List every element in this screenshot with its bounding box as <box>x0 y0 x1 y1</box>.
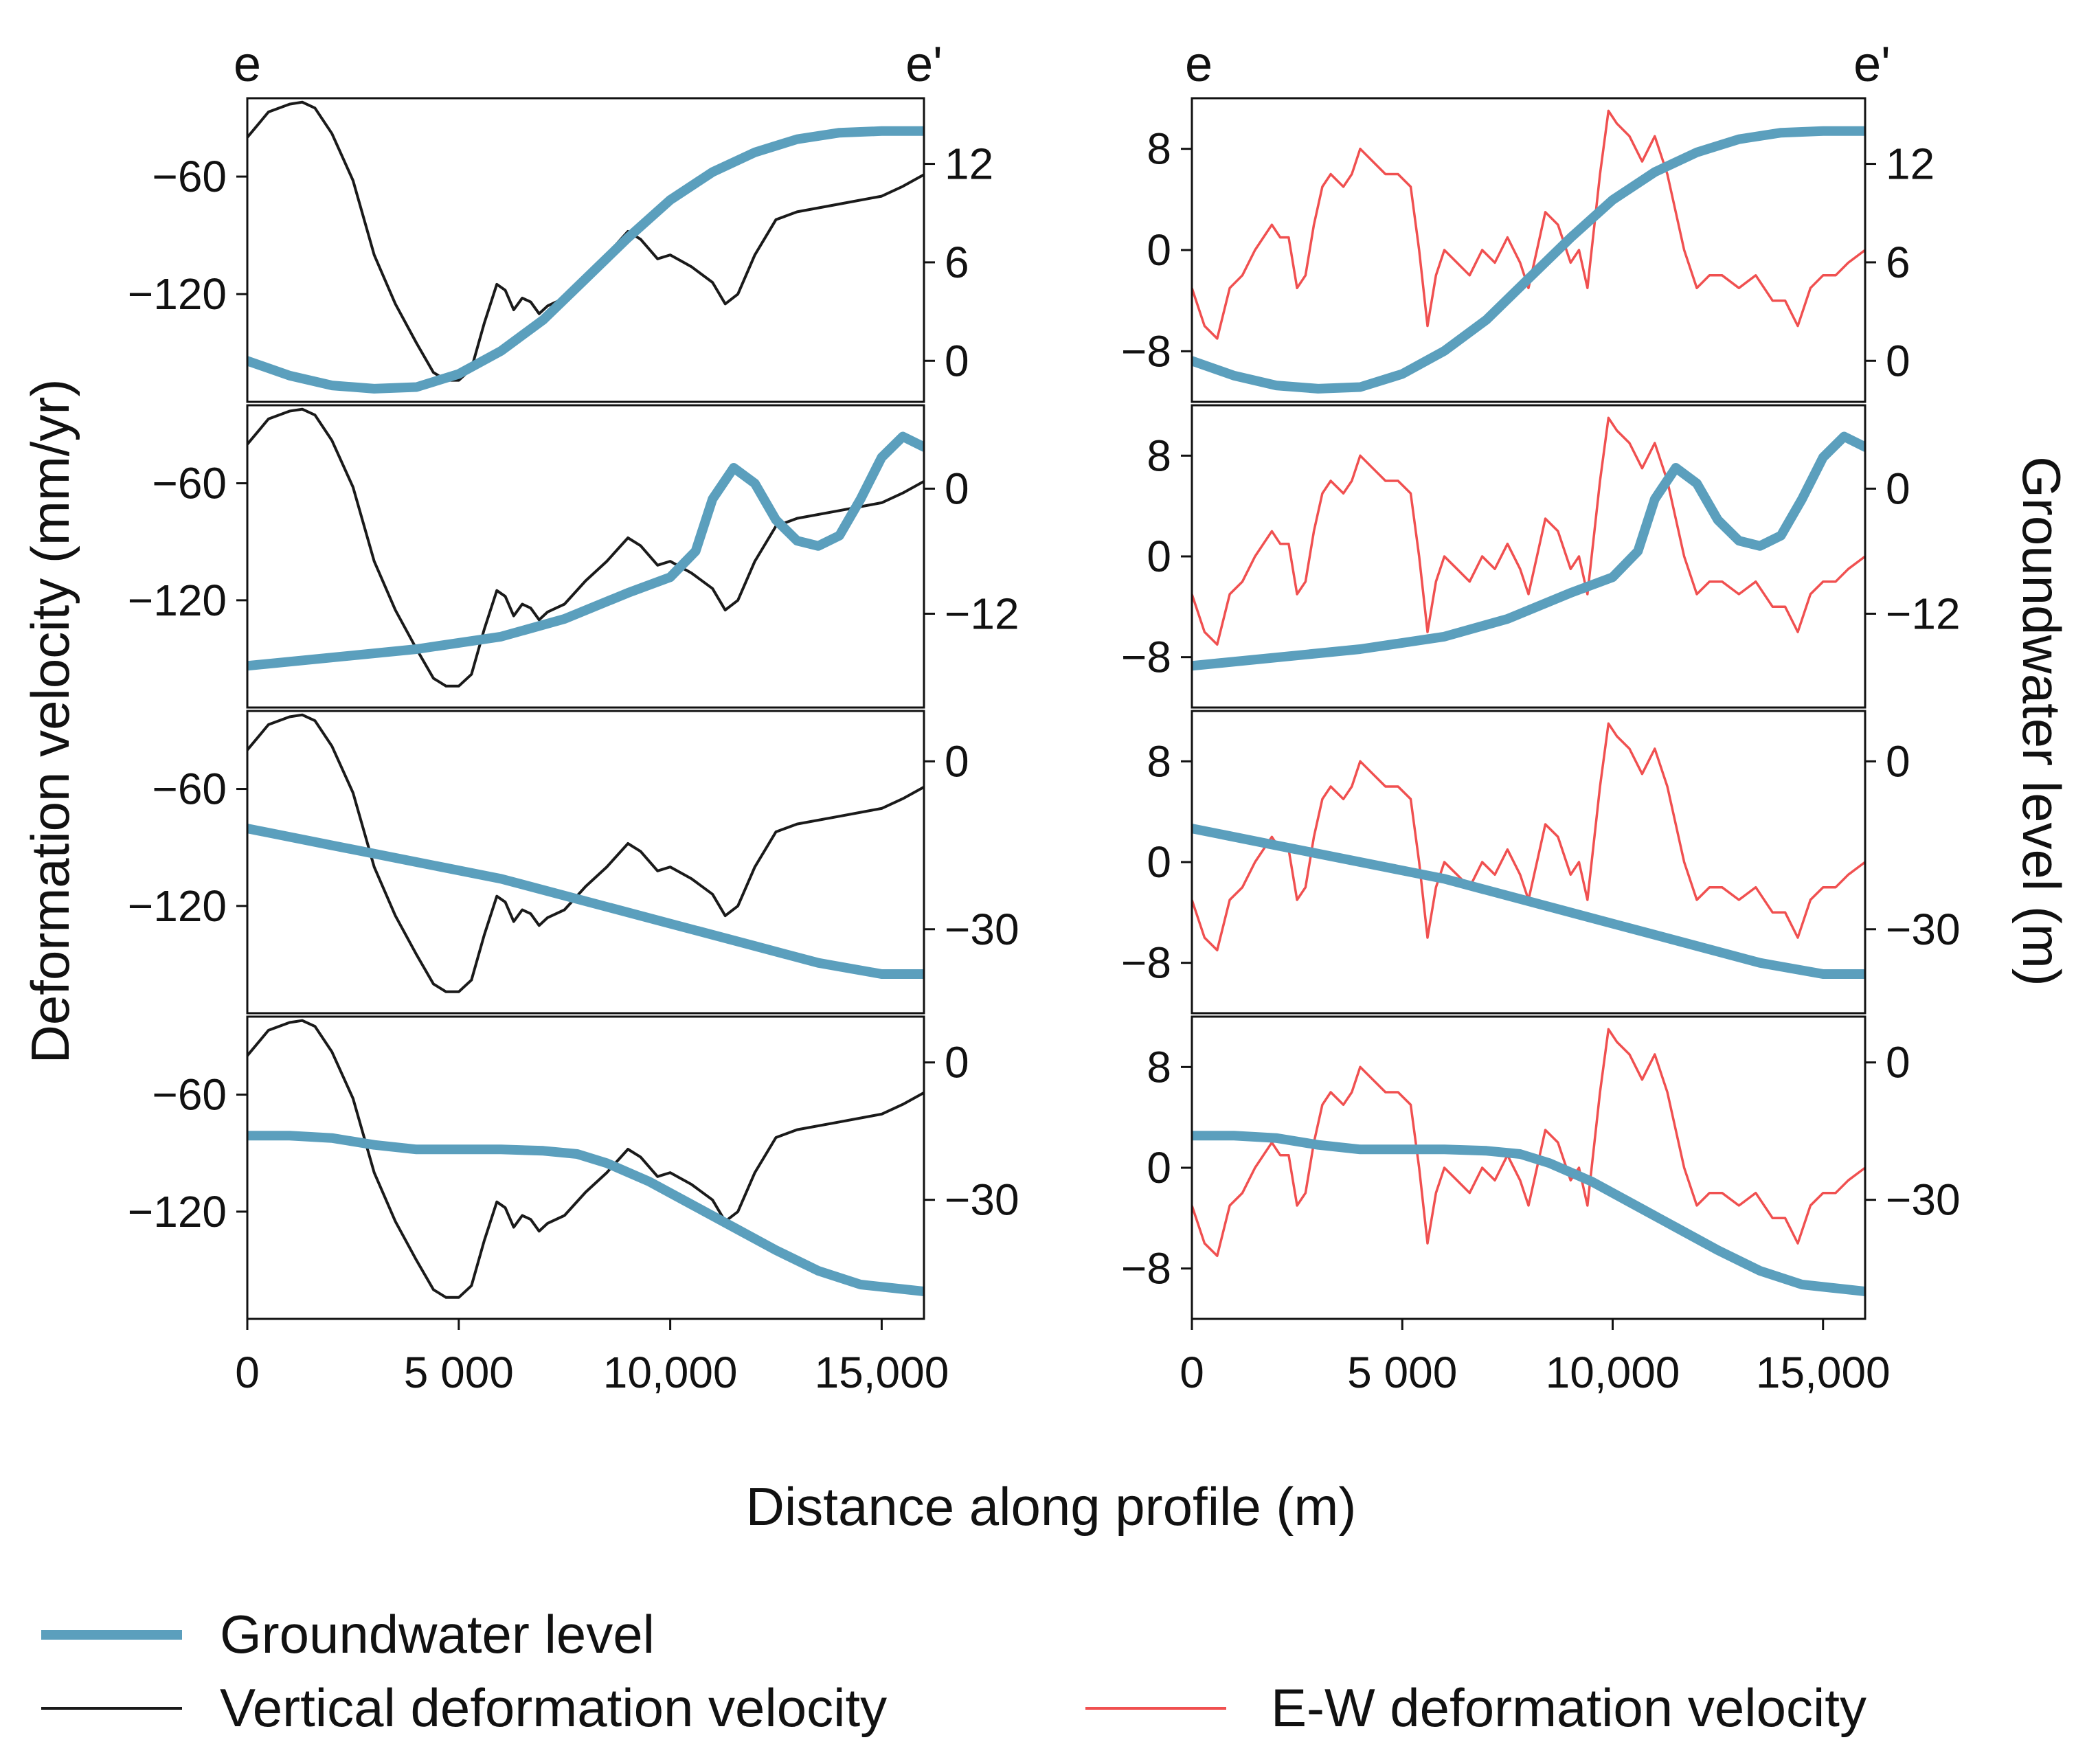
x-tick-label: 0 <box>235 1348 260 1397</box>
left-y-tick-label: −8 <box>1121 1244 1171 1293</box>
right-y-tick-label: −12 <box>1886 589 1961 638</box>
right-y-tick-label: −30 <box>1886 905 1961 954</box>
groundwater-level-line <box>247 1131 924 1296</box>
right-y-tick-label: −30 <box>1886 1175 1961 1225</box>
ew-deformation-line <box>1192 722 1865 952</box>
right-y-tick-label: −30 <box>945 1175 1019 1225</box>
left-y-tick-label: −60 <box>152 765 227 814</box>
panel-right-row-4: 8 0 −8 0 −30 0 5 000 10,000 15,000 <box>1121 1015 1961 1397</box>
x-tick-label: 5 000 <box>1347 1348 1457 1397</box>
panel-frame <box>1191 97 1866 403</box>
profile-start-label-left: e <box>234 37 261 92</box>
panel-right-row-2: 8 0 −8 0 −12 <box>1121 404 1961 709</box>
legend-ew-label: E-W deformation velocity <box>1271 1677 1866 1738</box>
right-y-tick-label: 0 <box>945 736 969 786</box>
groundwater-level-line <box>247 824 924 979</box>
groundwater-level-line <box>1192 431 1865 671</box>
x-tick-label: 10,000 <box>603 1348 738 1397</box>
vertical-deformation-line <box>247 1019 924 1299</box>
y-axis-title-left: Deformation velocity (mm/yr) <box>20 379 80 1064</box>
profile-end-label-left: e' <box>905 37 943 92</box>
panel-left-row-4: −60 −120 0 −30 0 5 000 10,000 15,000 <box>128 1015 1019 1397</box>
groundwater-level-line <box>1192 1131 1865 1296</box>
profile-start-label-right: e <box>1185 37 1212 92</box>
panel-frame <box>1191 404 1866 709</box>
x-tick-label: 0 <box>1180 1348 1204 1397</box>
ew-deformation-line <box>1192 1028 1865 1258</box>
groundwater-level-line <box>247 431 924 671</box>
left-y-tick-label: 0 <box>1147 225 1171 275</box>
x-tick-label: 15,000 <box>815 1348 949 1397</box>
y-axis-title-right: Groundwater level (m) <box>2011 456 2072 986</box>
left-y-tick-label: −60 <box>152 459 227 508</box>
panel-frame <box>246 404 925 709</box>
vertical-deformation-line <box>247 713 924 993</box>
right-y-tick-label: 6 <box>945 238 969 287</box>
left-y-tick-label: 0 <box>1147 532 1171 581</box>
right-y-tick-label: 0 <box>1886 464 1910 513</box>
groundwater-level-line <box>1192 824 1865 979</box>
x-tick-label: 15,000 <box>1756 1348 1891 1397</box>
right-y-tick-label: −12 <box>945 589 1019 638</box>
x-axis-title: Distance along profile (m) <box>746 1476 1357 1537</box>
left-y-tick-label: 0 <box>1147 837 1171 887</box>
legend-vertical-label: Vertical deformation velocity <box>220 1677 887 1738</box>
right-y-tick-label: 0 <box>1886 736 1910 786</box>
vertical-deformation-line <box>247 100 924 382</box>
ew-deformation-line <box>1192 416 1865 646</box>
left-y-tick-label: −60 <box>152 1070 227 1120</box>
right-y-tick-label: 0 <box>945 1038 969 1087</box>
panels: −60−1201260−60−1200−12−60−1200−30−60−120… <box>128 97 1961 1397</box>
legend: Groundwater level Vertical deformation v… <box>41 1604 1866 1738</box>
x-tick-label: 10,000 <box>1546 1348 1680 1397</box>
x-tick-label: 5 000 <box>404 1348 514 1397</box>
left-y-tick-label: −120 <box>128 1187 227 1236</box>
left-y-tick-label: −8 <box>1121 938 1171 988</box>
left-y-tick-label: −60 <box>152 152 227 201</box>
panel-left-row-2: −60 −120 0 −12 <box>128 404 1019 709</box>
right-y-tick-label: 6 <box>1886 238 1910 287</box>
right-y-tick-label: 12 <box>1886 139 1935 189</box>
left-y-tick-label: 8 <box>1147 736 1171 786</box>
left-y-tick-label: 8 <box>1147 1042 1171 1092</box>
left-y-tick-label: −120 <box>128 881 227 931</box>
panel-right-row-1: 8 0 −8 12 6 0 <box>1121 97 1935 403</box>
profile-end-label-right: e' <box>1853 37 1891 92</box>
right-y-tick-label: 12 <box>945 139 993 189</box>
ew-deformation-line <box>1192 109 1865 340</box>
left-y-tick-label: −8 <box>1121 326 1171 376</box>
left-y-tick-label: 0 <box>1147 1143 1171 1192</box>
right-y-tick-label: 0 <box>945 336 969 385</box>
left-y-tick-label: −8 <box>1121 633 1171 682</box>
vertical-deformation-line <box>247 407 924 688</box>
right-y-tick-label: 0 <box>945 464 969 513</box>
panel-right-row-3: 8 0 −8 0 −30 <box>1121 710 1961 1015</box>
panel-frame <box>246 710 925 1015</box>
legend-groundwater-label: Groundwater level <box>220 1604 655 1664</box>
right-y-tick-label: −30 <box>945 905 1019 954</box>
left-y-tick-label: −120 <box>128 269 227 319</box>
panel-frame <box>246 97 925 403</box>
left-y-tick-label: 8 <box>1147 431 1171 480</box>
panel-frame <box>246 1015 925 1320</box>
groundwater-level-line <box>247 126 924 394</box>
panel-left-row-1: −60 −120 12 6 0 <box>128 97 993 403</box>
panel-left-row-3: −60 −120 0 −30 <box>128 710 1019 1015</box>
groundwater-level-line <box>1192 126 1865 394</box>
left-y-tick-label: 8 <box>1147 124 1171 174</box>
right-y-tick-label: 0 <box>1886 1038 1910 1087</box>
right-y-tick-label: 0 <box>1886 336 1910 385</box>
left-y-tick-label: −120 <box>128 576 227 625</box>
